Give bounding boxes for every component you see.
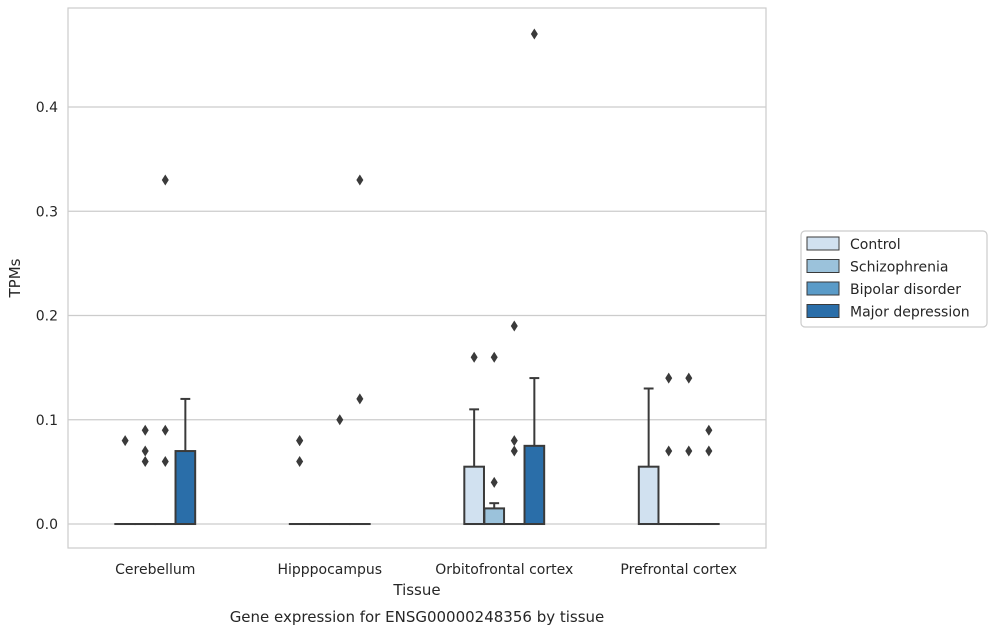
legend-swatch bbox=[806, 304, 840, 318]
legend-item: Major depression bbox=[806, 304, 970, 321]
series-major-depression bbox=[174, 28, 720, 526]
x-axis-ticks: Cerebellum Hipppocampus Orbitofrontal cort… bbox=[115, 562, 737, 578]
outlier-point bbox=[490, 351, 498, 363]
outlier-point bbox=[141, 455, 149, 467]
outlier-point bbox=[490, 476, 498, 488]
outlier-point bbox=[470, 351, 478, 363]
y-tick-label: 0.1 bbox=[36, 413, 58, 429]
legend-item: Control bbox=[806, 236, 901, 253]
legend-frame bbox=[800, 230, 988, 328]
box-group bbox=[174, 397, 197, 526]
box-group bbox=[463, 351, 485, 526]
outlier-point bbox=[685, 445, 693, 457]
box bbox=[637, 465, 660, 526]
box-group bbox=[698, 424, 720, 526]
x-tick-label: Hipppocampus bbox=[277, 562, 382, 578]
box bbox=[483, 507, 506, 526]
outlier-point bbox=[336, 414, 344, 426]
box-group bbox=[503, 320, 526, 526]
outlier-point bbox=[510, 445, 518, 457]
legend-label: Major depression bbox=[850, 305, 970, 321]
outlier-point bbox=[141, 424, 149, 436]
box bbox=[174, 450, 197, 526]
y-tick-label: 0.0 bbox=[36, 517, 58, 533]
x-tick-label: Orbitofrontal cortex bbox=[435, 562, 573, 578]
y-tick-label: 0.4 bbox=[36, 100, 58, 116]
box-group bbox=[483, 351, 506, 526]
outlier-point bbox=[141, 445, 149, 457]
box-group bbox=[637, 387, 660, 526]
outlier-point bbox=[705, 445, 713, 457]
box-group bbox=[349, 174, 371, 526]
y-axis-label: TPMs bbox=[6, 258, 24, 298]
box bbox=[463, 465, 485, 526]
outlier-point bbox=[356, 393, 364, 405]
outlier-point bbox=[510, 320, 518, 332]
legend-label: Bipolar disorder bbox=[850, 282, 961, 298]
box-group bbox=[154, 174, 177, 526]
outlier-point bbox=[665, 445, 673, 457]
outlier-point bbox=[296, 455, 304, 467]
legend-label: Control bbox=[850, 237, 901, 253]
outlier-point bbox=[705, 424, 713, 436]
legend-label: Schizophrenia bbox=[850, 260, 948, 276]
legend: Control Schizophrenia Bipolar disorder Majo… bbox=[800, 230, 988, 328]
x-tick-label: Cerebellum bbox=[115, 562, 195, 578]
outlier-point bbox=[510, 435, 518, 447]
y-axis-ticks: 0.0 0.1 0.2 0.3 0.4 bbox=[36, 100, 58, 533]
outlier-point bbox=[685, 372, 693, 384]
outlier-point bbox=[121, 435, 129, 447]
legend-item: Schizophrenia bbox=[806, 259, 948, 276]
outlier-point bbox=[296, 435, 304, 447]
plot-area bbox=[67, 7, 767, 549]
outlier-point bbox=[161, 455, 169, 467]
box-group bbox=[657, 372, 680, 526]
legend-swatch bbox=[806, 236, 840, 251]
series-control bbox=[114, 351, 660, 526]
outlier-point bbox=[530, 28, 538, 40]
outlier-point bbox=[356, 174, 364, 186]
box-series bbox=[114, 28, 720, 526]
series-schizophrenia bbox=[134, 351, 680, 526]
legend-swatch bbox=[806, 259, 840, 273]
x-axis-label: Tissue bbox=[392, 581, 440, 599]
outlier-point bbox=[665, 372, 673, 384]
y-tick-label: 0.3 bbox=[36, 204, 58, 220]
legend-item: Bipolar disorder bbox=[806, 281, 961, 298]
outlier-point bbox=[161, 424, 169, 436]
y-tick-label: 0.2 bbox=[36, 309, 58, 325]
box bbox=[523, 444, 546, 526]
x-tick-label: Prefrontal cortex bbox=[620, 562, 737, 578]
chart-caption: Gene expression for ENSG00000248356 by t… bbox=[230, 608, 605, 626]
box-group bbox=[134, 424, 157, 526]
box-group bbox=[523, 28, 546, 526]
legend-swatch bbox=[806, 281, 840, 296]
outlier-point bbox=[161, 174, 169, 186]
